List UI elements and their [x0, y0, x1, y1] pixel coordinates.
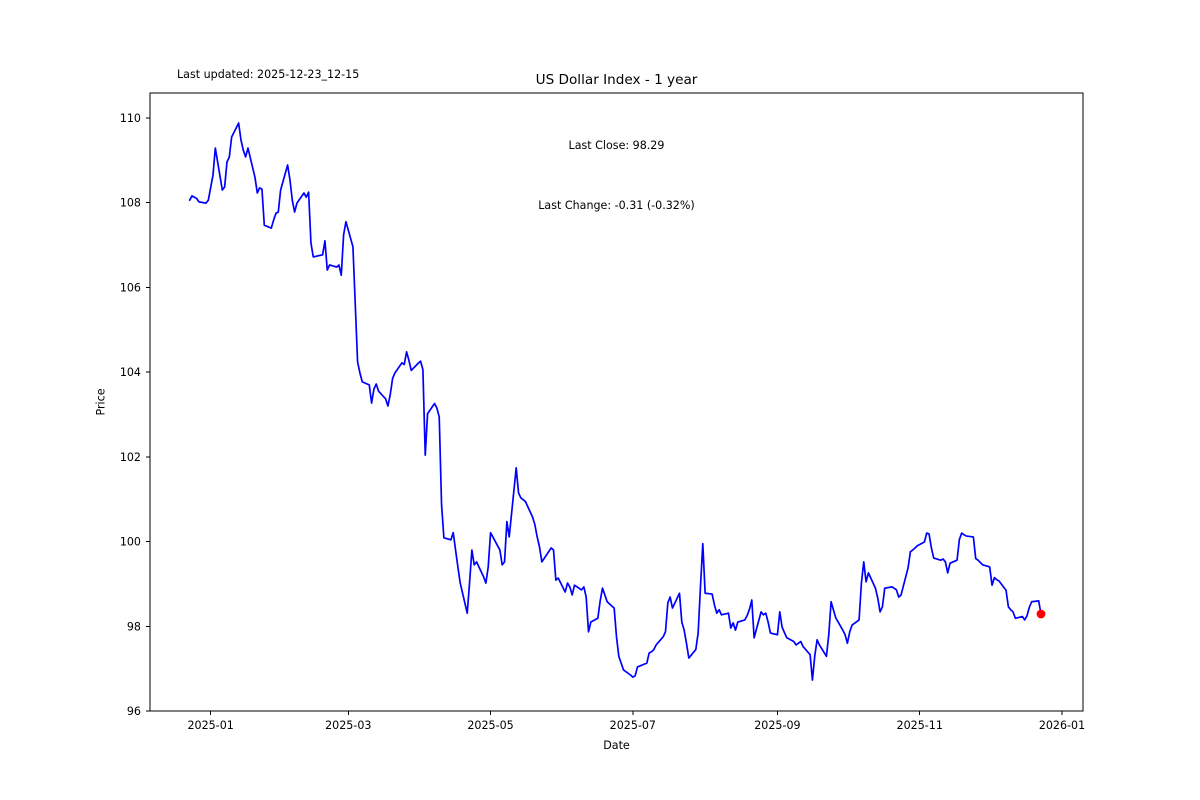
y-tick-label: 102: [120, 451, 141, 464]
y-tick-label: 98: [127, 620, 141, 633]
y-tick-label: 108: [120, 197, 141, 210]
x-tick-label: 2026-01: [1039, 719, 1085, 732]
y-axis-label: Price: [94, 388, 108, 416]
y-tick-label: 104: [120, 366, 141, 379]
y-tick-label: 96: [127, 705, 141, 718]
last-close-annotation: Last Close: 98.29 Last Change: -0.31 (-0…: [150, 96, 1083, 256]
x-tick-label: 2025-07: [610, 719, 656, 732]
price-line: [188, 122, 1042, 681]
last-close-line: Last Close: 98.29: [568, 139, 665, 152]
last-updated-label: Last updated: 2025-12-23_12-15: [177, 68, 360, 81]
x-tick-label: 2025-01: [187, 719, 233, 732]
plot-frame: [149, 92, 1084, 712]
y-tick-label: 110: [120, 112, 141, 125]
last-price-marker: [1036, 609, 1046, 619]
x-tick-label: 2025-03: [325, 719, 371, 732]
x-axis-label: Date: [603, 739, 630, 752]
y-tick-label: 106: [120, 281, 141, 294]
y-tick-label: 100: [120, 536, 141, 549]
x-tick-label: 2025-05: [467, 719, 513, 732]
chart-title: US Dollar Index - 1 year: [535, 72, 698, 88]
last-change-line: Last Change: -0.31 (-0.32%): [538, 199, 695, 212]
x-tick-label: 2025-11: [897, 719, 943, 732]
x-tick-label: 2025-09: [754, 719, 800, 732]
